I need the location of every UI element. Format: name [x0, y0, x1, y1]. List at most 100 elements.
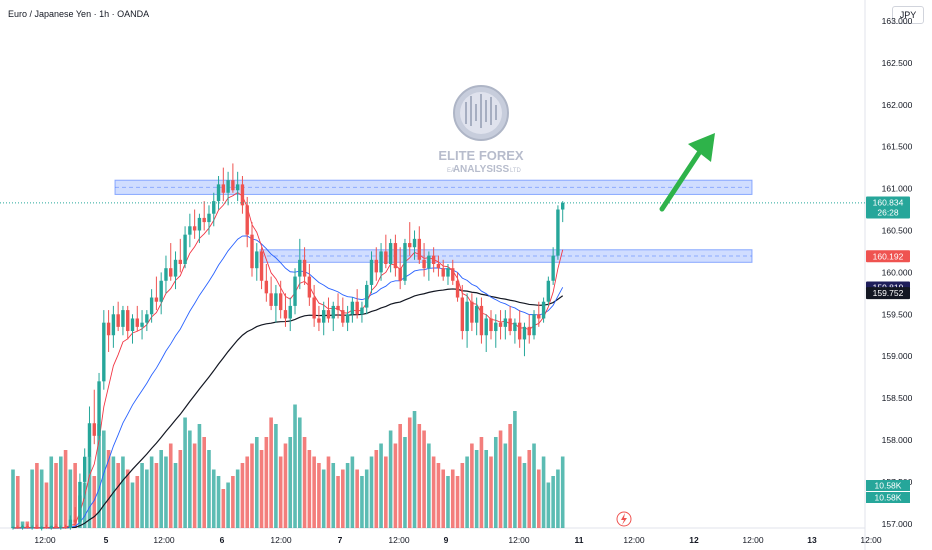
candle-body	[274, 293, 278, 306]
candle	[78, 473, 82, 524]
candle-body	[140, 322, 144, 327]
candle	[245, 196, 249, 248]
candle-body	[68, 519, 73, 528]
candle-body	[494, 322, 498, 332]
candle	[154, 276, 159, 311]
candle	[235, 171, 240, 202]
candle-body	[269, 293, 273, 306]
candle	[25, 523, 30, 529]
volume-bar	[508, 424, 512, 528]
time-tick-label: 9	[444, 535, 449, 545]
volume-bar	[460, 463, 465, 528]
candle	[537, 301, 541, 327]
candle	[259, 247, 264, 290]
candle-body	[78, 481, 82, 523]
candle	[436, 255, 441, 277]
volume-bar	[49, 456, 54, 528]
candle	[197, 213, 202, 244]
volume-bar	[417, 424, 422, 528]
candle	[35, 524, 39, 529]
time-tick-label: 12:00	[742, 535, 764, 545]
time-tick-label: 12:00	[860, 535, 882, 545]
candle-body	[293, 276, 297, 306]
candle	[192, 209, 197, 239]
volume-bar	[364, 469, 369, 528]
candle-body	[379, 251, 383, 273]
candle-body	[302, 259, 307, 277]
candle	[408, 222, 412, 256]
volume-bar	[130, 482, 135, 528]
time-tick-label: 13	[807, 535, 817, 545]
time-tick-label: 12	[689, 535, 699, 545]
volume-bar	[97, 424, 101, 528]
candle-body	[355, 301, 359, 315]
volume-bar	[470, 443, 474, 528]
candle-body	[240, 184, 245, 206]
candle	[561, 201, 565, 223]
candle-body	[498, 322, 503, 327]
candle-body	[436, 264, 441, 269]
candle	[369, 251, 374, 294]
candle	[451, 259, 455, 285]
candle	[322, 301, 326, 336]
candle-body	[83, 456, 87, 482]
candle-body	[479, 305, 484, 336]
candle	[541, 297, 546, 323]
candle-body	[427, 255, 431, 269]
candle	[331, 301, 335, 332]
volume-label-bg	[866, 480, 910, 491]
candle-body	[102, 322, 106, 382]
lightning-icon[interactable]	[616, 511, 632, 527]
volume-bar	[226, 482, 230, 528]
volume-bar	[254, 437, 259, 528]
candle-body	[403, 243, 407, 281]
candle-body	[503, 318, 508, 327]
candle	[59, 525, 63, 530]
candle	[269, 276, 273, 311]
candle-body	[20, 526, 25, 528]
volume-bar	[489, 456, 493, 528]
candle-body	[25, 526, 30, 528]
candle-body	[11, 527, 15, 529]
candle	[388, 238, 393, 273]
candle	[513, 318, 517, 344]
candle	[336, 293, 340, 319]
volume-bar	[388, 430, 393, 528]
candle-body	[135, 318, 139, 327]
volume-bar	[503, 443, 508, 528]
candle	[312, 284, 316, 327]
volume-bar	[307, 450, 312, 528]
volume-bar	[551, 476, 555, 528]
candle	[489, 310, 493, 340]
price-label-value: 160.192	[873, 251, 904, 261]
candle-body	[121, 310, 125, 327]
volume-bar	[44, 482, 49, 528]
price-label-value: 159.752	[873, 288, 904, 298]
volume-bar	[326, 456, 331, 528]
candle-body	[522, 326, 527, 340]
candle	[188, 213, 192, 248]
price-label-value: 160.834	[873, 197, 904, 207]
candle	[365, 280, 369, 315]
volume-bar	[278, 456, 283, 528]
candle-body	[154, 297, 159, 302]
candle	[350, 297, 355, 323]
volume-bar	[317, 463, 321, 528]
candle-body	[202, 217, 206, 223]
volume-bar	[68, 469, 73, 528]
candle	[494, 314, 498, 348]
volume-bar	[183, 417, 187, 528]
currency-button[interactable]: JPY	[892, 6, 924, 24]
candle	[54, 523, 58, 529]
volume-bar	[54, 463, 58, 528]
candle-body	[169, 268, 173, 277]
volume-bar	[498, 430, 503, 528]
candle-body	[365, 284, 369, 308]
candle	[551, 247, 555, 285]
candle-body	[532, 314, 536, 336]
candle	[149, 289, 154, 323]
price-tick-label: 159.500	[882, 309, 913, 319]
volume-bar	[192, 443, 197, 528]
volume-bar	[102, 430, 106, 528]
